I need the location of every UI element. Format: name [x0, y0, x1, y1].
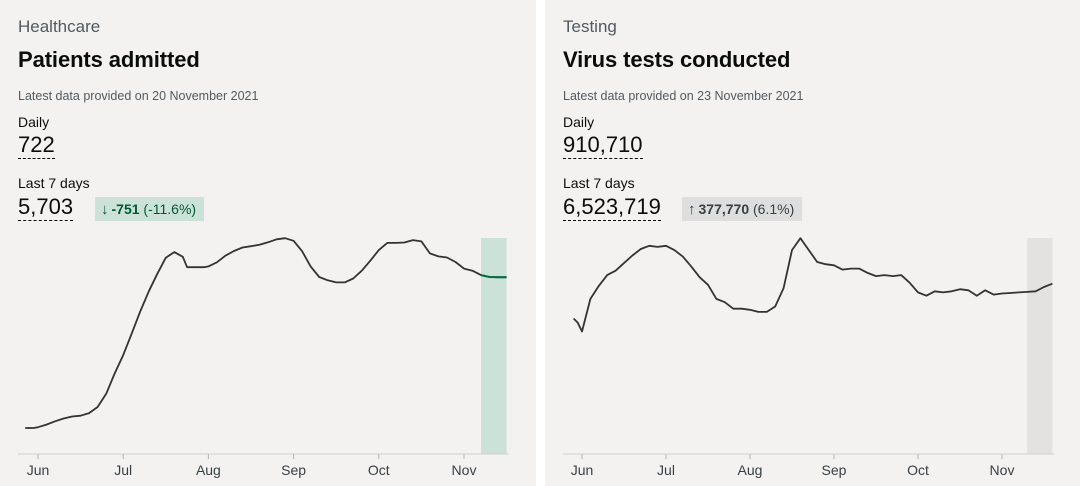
change-percent: (-11.6%) [143, 201, 197, 217]
change-value: -751 [111, 201, 140, 217]
x-tick-label: Sep [822, 462, 847, 478]
change-value: 377,770 [698, 201, 750, 217]
card-category: Testing [563, 17, 617, 36]
last-updated-text: Latest data provided on 20 November 2021 [18, 89, 259, 103]
x-tick-label: Nov [990, 462, 1015, 478]
recent-period-shade [481, 238, 507, 454]
x-tick-label: Oct [368, 462, 390, 478]
healthcare-card: Healthcare Patients admitted Latest data… [0, 0, 536, 486]
week-value[interactable]: 5,703 [18, 194, 74, 221]
admissions-line-chart: Jun Jul Aug Sep Oct Nov [18, 237, 509, 478]
card-category: Healthcare [18, 17, 101, 36]
testing-card: Testing Virus tests conducted Latest dat… [545, 0, 1080, 486]
week-label: Last 7 days [18, 175, 90, 191]
series-line [25, 237, 507, 429]
x-tick-label: Jun [571, 462, 594, 478]
daily-value[interactable]: 910,710 [563, 132, 643, 159]
x-tick-label: Jul [114, 462, 132, 478]
last-updated-text: Latest data provided on 23 November 2021 [563, 89, 804, 103]
x-tick-label: Jul [657, 462, 675, 478]
recent-period-shade [1027, 238, 1053, 454]
week-label: Last 7 days [563, 175, 635, 191]
x-tick-label: Oct [907, 462, 929, 478]
arrow-down-icon: ↓ [101, 201, 109, 218]
series-line [572, 237, 1053, 333]
x-tick-label: Nov [452, 462, 477, 478]
daily-value[interactable]: 722 [18, 132, 55, 159]
x-tick-label: Aug [738, 462, 763, 478]
daily-label: Daily [563, 114, 595, 130]
tests-line-chart: Jun Jul Aug Sep Oct Nov [563, 237, 1055, 478]
daily-label: Daily [18, 114, 50, 130]
x-tick-label: Jun [27, 462, 50, 478]
week-value[interactable]: 6,523,719 [563, 194, 661, 221]
recent-trend-line [480, 274, 507, 279]
x-tick-label: Aug [196, 462, 221, 478]
arrow-up-icon: ↑ [688, 201, 696, 218]
card-title[interactable]: Patients admitted [18, 47, 200, 72]
change-badge: ↑ 377,770 (6.1%) [682, 197, 803, 221]
change-percent: (6.1%) [753, 201, 795, 217]
card-title[interactable]: Virus tests conducted [563, 47, 791, 72]
x-tick-label: Sep [281, 462, 306, 478]
change-badge: ↓ -751 (-11.6%) [95, 197, 205, 221]
